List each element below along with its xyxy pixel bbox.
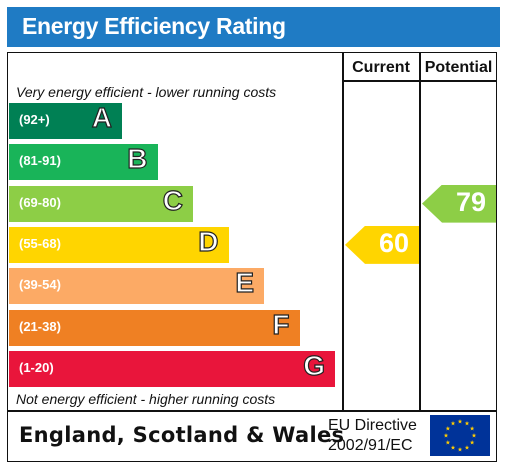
eu-flag-star bbox=[450, 420, 456, 426]
eu-directive-line2: 2002/91/EC bbox=[328, 437, 413, 454]
eu-flag-star bbox=[469, 426, 475, 431]
chart-title: Energy Efficiency Rating bbox=[22, 13, 286, 39]
eu-flag-star bbox=[469, 440, 475, 445]
eu-flag-star bbox=[445, 426, 451, 431]
note-top: Very energy efficient - lower running co… bbox=[16, 84, 277, 100]
footer-region: England, Scotland & Wales bbox=[19, 423, 345, 447]
header-underline bbox=[342, 80, 497, 82]
column-header-potential: Potential bbox=[424, 59, 493, 76]
rating-value-potential: 79 bbox=[455, 186, 486, 217]
column-divider-potential bbox=[419, 52, 421, 411]
column-header-current: Current bbox=[352, 59, 410, 76]
band-letter: D bbox=[198, 225, 219, 257]
band-range: (55-68) bbox=[19, 235, 61, 251]
band-range: (21-38) bbox=[19, 318, 61, 334]
band-range: (81-91) bbox=[19, 153, 61, 169]
title-bar: Energy Efficiency Rating bbox=[7, 7, 500, 47]
band-e: (39-54) E bbox=[9, 267, 264, 305]
eu-flag-star bbox=[443, 433, 449, 438]
band-f: (21-38) F bbox=[9, 308, 300, 346]
rating-frame bbox=[7, 52, 497, 462]
band-a: (92+) A bbox=[9, 101, 122, 139]
band-d: (55-68) D bbox=[9, 225, 229, 263]
band-g: (1-20) G bbox=[9, 349, 335, 387]
rating-value-current: 60 bbox=[378, 227, 409, 258]
eu-flag-star bbox=[457, 447, 463, 452]
band-letter: C bbox=[162, 184, 183, 216]
note-bottom: Not energy efficient - higher running co… bbox=[16, 391, 276, 407]
eu-flag-star bbox=[464, 445, 470, 450]
band-letter: B bbox=[127, 143, 148, 175]
band-letter: A bbox=[91, 101, 112, 133]
band-range: (69-80) bbox=[19, 194, 61, 210]
band-range: (92+) bbox=[19, 112, 50, 127]
column-divider-current bbox=[342, 52, 344, 411]
band-letter: G bbox=[303, 349, 326, 381]
eu-directive: EU Directive 2002/91/EC bbox=[328, 416, 417, 456]
band-letter: E bbox=[235, 267, 255, 299]
eu-flag-star bbox=[464, 420, 470, 426]
band-range: (39-54) bbox=[19, 277, 61, 293]
eu-flag-star bbox=[450, 445, 456, 450]
eu-flag-star bbox=[471, 433, 477, 438]
band-letter: F bbox=[272, 308, 290, 340]
eu-flag-icon bbox=[430, 415, 490, 456]
footer-divider bbox=[7, 410, 497, 412]
eu-flag-star bbox=[457, 419, 463, 424]
band-range: (1-20) bbox=[19, 359, 54, 375]
band-b: (81-91) B bbox=[9, 143, 158, 181]
eu-directive-line1: EU Directive bbox=[328, 417, 417, 434]
eu-flag-star bbox=[445, 440, 451, 445]
band-c: (69-80) C bbox=[9, 184, 193, 222]
